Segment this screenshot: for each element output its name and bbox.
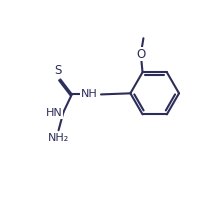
Text: O: O — [136, 48, 145, 61]
Text: NH₂: NH₂ — [48, 133, 69, 143]
Text: S: S — [54, 64, 61, 77]
Text: HN: HN — [46, 108, 62, 118]
Text: NH: NH — [80, 89, 97, 99]
